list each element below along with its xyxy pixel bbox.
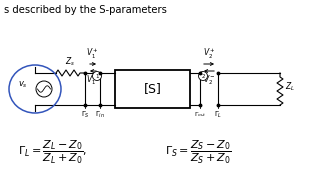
Circle shape [92,71,101,80]
Text: $\Gamma_{in}$: $\Gamma_{in}$ [95,110,105,120]
Text: [S]: [S] [144,82,161,96]
Text: $\Gamma_S$: $\Gamma_S$ [81,110,90,120]
Text: $\Gamma_S = \dfrac{Z_S - Z_0}{Z_S + Z_0}$: $\Gamma_S = \dfrac{Z_S - Z_0}{Z_S + Z_0}… [165,138,232,166]
Text: $Z_L$: $Z_L$ [285,81,295,93]
Text: $\Gamma_L$: $\Gamma_L$ [214,110,222,120]
Text: $V_2^+$: $V_2^+$ [203,47,215,61]
Text: $\Gamma_{out}$: $\Gamma_{out}$ [194,110,206,119]
Text: $v_s$: $v_s$ [18,80,28,90]
Text: $\Gamma_L = \dfrac{Z_L - Z_0}{Z_L + Z_0},$: $\Gamma_L = \dfrac{Z_L - Z_0}{Z_L + Z_0}… [18,138,87,166]
Text: $V_1^-$: $V_1^-$ [86,73,99,87]
Text: 2: 2 [201,73,205,78]
Bar [115,70,190,108]
Text: 1: 1 [95,73,99,78]
Circle shape [198,71,207,80]
Text: $V_2^-$: $V_2^-$ [203,73,215,87]
Text: s described by the S-parameters: s described by the S-parameters [4,5,167,15]
Text: $V_1^+$: $V_1^+$ [86,47,99,61]
Text: $Z_s$: $Z_s$ [65,55,75,68]
